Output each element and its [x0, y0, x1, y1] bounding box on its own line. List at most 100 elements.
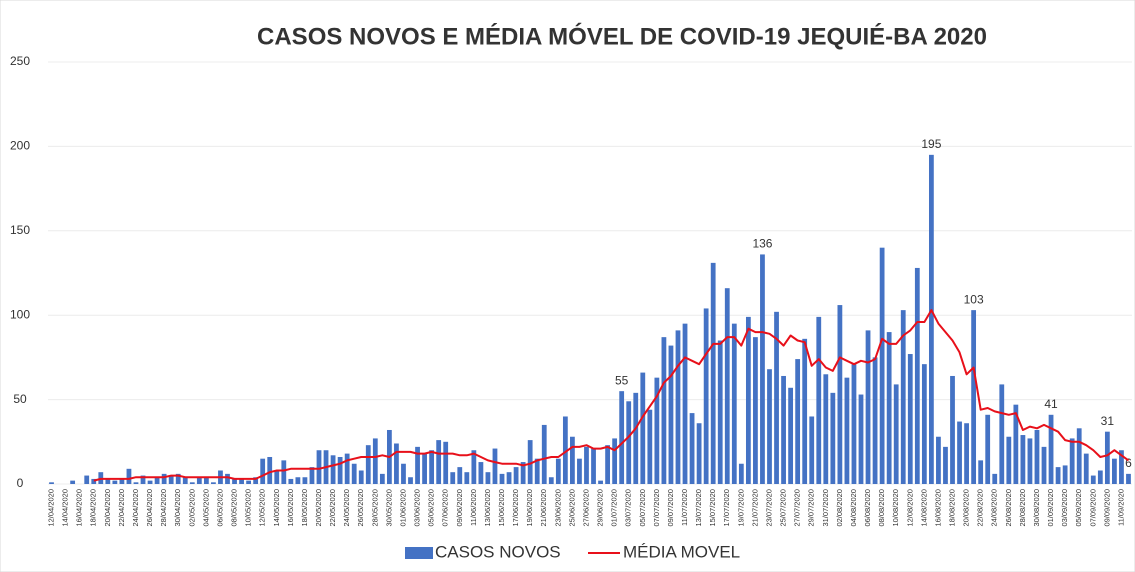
y-tick-label: 250 [10, 54, 30, 68]
x-tick-label: 22/05/2020 [328, 489, 337, 527]
x-tick-label: 13/07/2020 [694, 489, 703, 527]
bar [612, 438, 618, 484]
legend-label: CASOS NOVOS [435, 542, 561, 561]
bar [330, 455, 336, 484]
bar [928, 154, 934, 484]
x-tick-label: 11/09/2020 [1116, 489, 1125, 526]
bar [1104, 431, 1110, 484]
bar [175, 473, 181, 484]
x-tick-label: 06/05/2020 [215, 489, 224, 527]
bar [422, 453, 427, 484]
bar [971, 310, 977, 484]
bar [633, 392, 639, 484]
bar [696, 423, 702, 484]
x-tick-label: 26/08/2020 [1004, 489, 1013, 527]
bar [703, 308, 709, 484]
x-tick-label: 01/09/2020 [1046, 489, 1055, 527]
bar [914, 267, 920, 484]
bar [570, 436, 575, 484]
bar [682, 323, 688, 484]
bar [408, 477, 413, 484]
bar [548, 477, 554, 484]
bar [668, 345, 674, 484]
bar [900, 310, 906, 484]
x-tick-label: 20/04/2020 [103, 489, 112, 527]
data-label: 31 [1101, 414, 1115, 428]
bar [499, 473, 505, 484]
bar [1083, 453, 1089, 484]
bar [1027, 438, 1033, 484]
bar [239, 478, 244, 484]
y-tick-label: 0 [17, 476, 24, 490]
x-tick-label: 24/04/2020 [131, 489, 140, 527]
bar [189, 482, 195, 484]
bar [584, 446, 589, 484]
bar [253, 477, 259, 484]
bar [921, 364, 927, 484]
bar [823, 374, 829, 484]
x-tick-label: 04/05/2020 [201, 489, 210, 527]
x-tick-label: 16/05/2020 [286, 489, 295, 527]
bar [464, 472, 470, 484]
bar [964, 423, 969, 484]
data-label: 136 [752, 237, 772, 251]
bar [133, 482, 139, 484]
bar [1112, 458, 1117, 484]
bar [126, 468, 132, 484]
x-tick-label: 11/06/2020 [469, 489, 478, 526]
x-tick-label: 09/09/2020 [1102, 489, 1111, 527]
bar [147, 480, 153, 484]
bar [471, 450, 477, 484]
x-tick-label: 14/05/2020 [272, 489, 281, 527]
bar [1076, 428, 1082, 484]
bar [555, 458, 561, 484]
x-tick-label: 02/08/2020 [835, 489, 844, 527]
x-tick-label: 16/04/2020 [75, 489, 84, 527]
x-tick-label: 21/07/2020 [750, 489, 759, 527]
x-tick-label: 04/08/2020 [849, 489, 858, 527]
bar [379, 473, 385, 484]
bar [1090, 475, 1096, 484]
x-tick-label: 25/06/2020 [567, 489, 576, 527]
bar [640, 372, 646, 484]
x-tick-label: 19/06/2020 [525, 489, 534, 527]
x-tick-label: 01/06/2020 [398, 489, 407, 527]
bar [105, 478, 111, 484]
x-tick-label: 26/05/2020 [356, 489, 365, 527]
x-tick-label: 27/06/2020 [581, 489, 590, 527]
bar [520, 462, 526, 484]
bar [753, 337, 758, 484]
bar [168, 475, 174, 484]
bar [872, 357, 878, 484]
bar [281, 460, 287, 484]
bar [274, 470, 280, 484]
bar [858, 394, 864, 484]
x-tick-label: 30/08/2020 [1032, 489, 1041, 527]
bar [154, 477, 160, 484]
bar [661, 337, 667, 484]
bar [738, 463, 744, 484]
bar [295, 477, 301, 484]
bar [344, 453, 350, 484]
x-tick-label: 17/06/2020 [511, 489, 520, 527]
bar [1006, 436, 1012, 484]
bar [1119, 450, 1124, 484]
bar [203, 477, 209, 484]
bar [337, 456, 343, 484]
x-tick-label: 29/06/2020 [596, 489, 605, 527]
bar [91, 478, 97, 484]
x-tick-label: 09/07/2020 [666, 489, 675, 527]
bar [119, 478, 125, 484]
bar [598, 480, 603, 484]
bar [717, 340, 723, 484]
bar [288, 478, 294, 484]
x-tick-label: 16/08/2020 [933, 489, 942, 527]
bar [478, 462, 484, 484]
bar [541, 424, 547, 484]
x-tick-label: 31/07/2020 [821, 489, 830, 527]
bar [260, 458, 266, 484]
x-tick-label: 23/07/2020 [764, 489, 773, 527]
x-tick-label: 20/08/2020 [962, 489, 971, 527]
bar [795, 359, 801, 484]
x-tick-label: 28/08/2020 [1018, 489, 1027, 527]
